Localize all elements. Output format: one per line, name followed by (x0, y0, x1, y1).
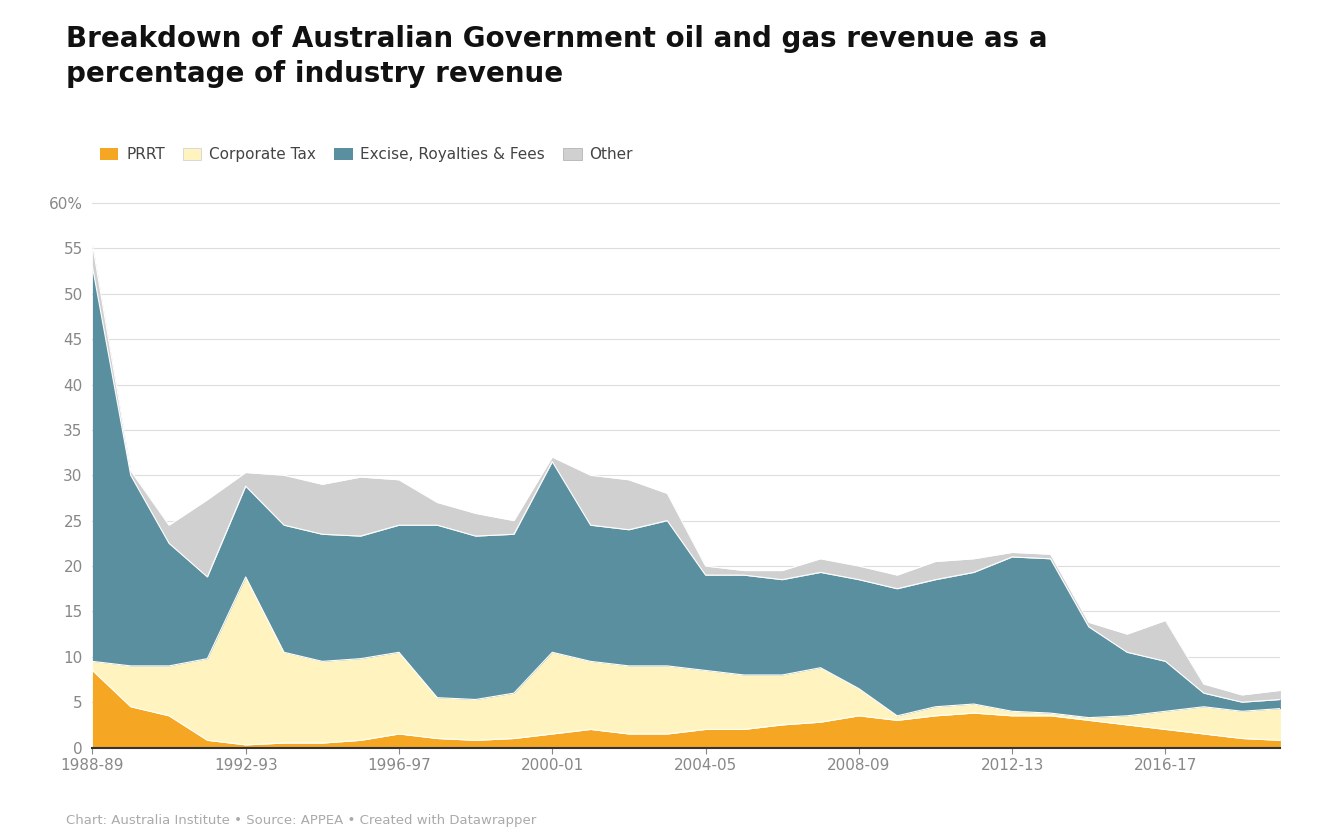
Text: Breakdown of Australian Government oil and gas revenue as a
percentage of indust: Breakdown of Australian Government oil a… (66, 25, 1048, 88)
Legend: PRRT, Corporate Tax, Excise, Royalties & Fees, Other: PRRT, Corporate Tax, Excise, Royalties &… (100, 147, 632, 162)
Text: Chart: Australia Institute • Source: APPEA • Created with Datawrapper: Chart: Australia Institute • Source: APP… (66, 815, 536, 827)
